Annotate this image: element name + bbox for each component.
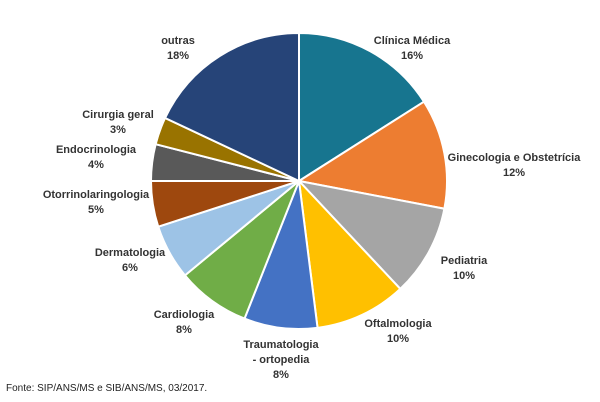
slice-label: Otorrinolaringologia 5% [43,189,150,216]
slice-label: Endocrinologia 4% [56,144,137,171]
slice-percent: 10% [387,333,409,345]
slice-name: Oftalmologia [364,318,432,330]
slice-label: Dermatologia 6% [95,247,166,274]
slice-percent: 10% [453,270,475,282]
slice-label: Clínica Médica 16% [374,35,451,62]
slice-percent: 5% [88,204,104,216]
slice-name: Pediatria [441,255,488,267]
slice-label: outras 18% [161,35,195,62]
source-note: Fonte: SIP/ANS/MS e SIB/ANS/MS, 03/2017. [6,383,208,394]
slice-label: Cardiologia 8% [154,309,215,336]
slice-percent: 12% [503,167,525,179]
slice-name: Clínica Médica [374,35,451,47]
slice-label: Traumatologia - ortopedia 8% [243,339,319,381]
slice-name: Otorrinolaringologia [43,189,150,201]
slice-label: Oftalmologia 10% [364,318,432,345]
slice-percent: 8% [176,324,192,336]
slice-name: outras [161,35,195,47]
slice-name: Ginecologia e Obstetrícia [448,152,582,164]
pie-slice [163,31,300,183]
slice-label: Cirurgia geral 3% [82,109,154,136]
pie-labels: Clínica Médica 16% Ginecologia e Obstetríc… [43,35,581,381]
slice-percent: 6% [122,262,138,274]
slice-percent: 16% [401,50,423,62]
slice-percent: 8% [273,369,289,381]
pie-slice [298,31,426,183]
slice-name: Endocrinologia [56,144,137,156]
slice-name: Dermatologia [95,247,166,259]
slice-name: - ortopedia [253,354,311,366]
pie-slice [296,179,446,291]
slice-name: Cirurgia geral [82,109,154,121]
slice-percent: 3% [110,124,126,136]
pie-slice [297,178,402,329]
slice-name: Cardiologia [154,309,215,321]
slice-label: Pediatria 10% [441,255,488,282]
slice-percent: 18% [167,50,189,62]
slice-label: Ginecologia e Obstetrícia 12% [448,152,582,179]
pie-slice [296,100,448,210]
slice-percent: 4% [88,159,104,171]
pie-slices [149,31,448,330]
slice-name: Traumatologia [243,339,319,351]
